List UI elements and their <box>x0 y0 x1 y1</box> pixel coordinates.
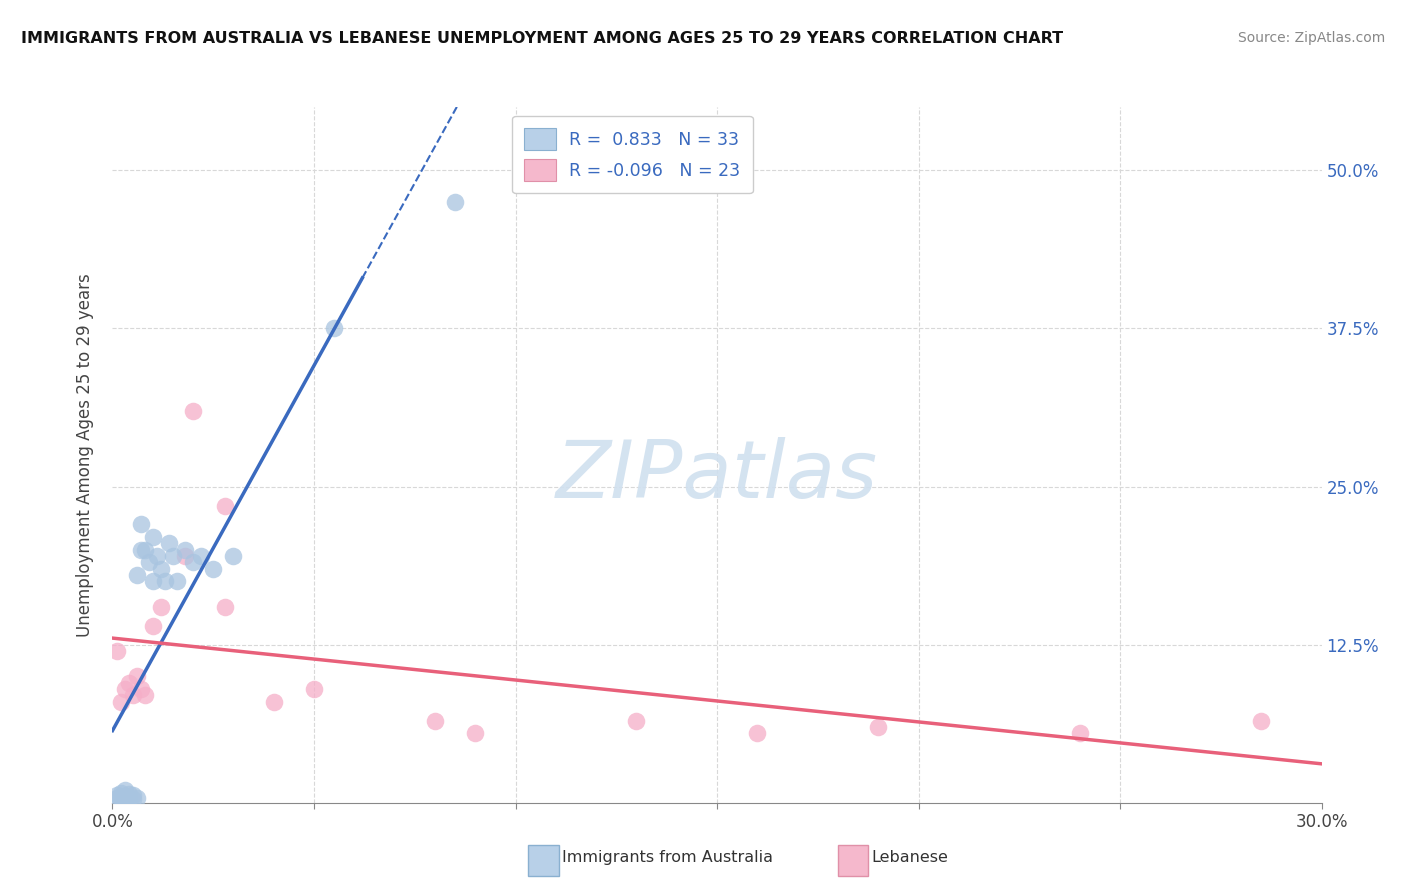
Text: Source: ZipAtlas.com: Source: ZipAtlas.com <box>1237 31 1385 45</box>
Point <box>174 542 197 557</box>
Point <box>121 792 143 806</box>
Point <box>153 574 176 589</box>
Point <box>162 549 184 563</box>
Point <box>263 695 285 709</box>
Point <box>114 681 136 696</box>
Point <box>121 788 143 802</box>
Point <box>868 720 890 734</box>
Legend: R =  0.833   N = 33, R = -0.096   N = 23: R = 0.833 N = 33, R = -0.096 N = 23 <box>512 116 752 194</box>
Point <box>302 681 325 696</box>
Point <box>129 681 152 696</box>
Point <box>110 792 132 806</box>
Point <box>214 599 236 614</box>
Point <box>142 574 165 589</box>
Point <box>117 675 139 690</box>
Point <box>110 789 132 804</box>
Text: Lebanese: Lebanese <box>872 850 949 865</box>
Text: ZIPatlas: ZIPatlas <box>555 437 879 515</box>
Point <box>202 562 225 576</box>
Point <box>125 790 148 805</box>
Point <box>105 788 128 802</box>
Point <box>110 695 132 709</box>
Point <box>134 542 156 557</box>
Point <box>323 321 346 335</box>
Point <box>166 574 188 589</box>
Y-axis label: Unemployment Among Ages 25 to 29 years: Unemployment Among Ages 25 to 29 years <box>76 273 94 637</box>
Point <box>117 787 139 801</box>
Point <box>125 568 148 582</box>
Point <box>222 549 245 563</box>
Point <box>214 499 236 513</box>
Point <box>464 726 486 740</box>
Text: IMMIGRANTS FROM AUSTRALIA VS LEBANESE UNEMPLOYMENT AMONG AGES 25 TO 29 YEARS COR: IMMIGRANTS FROM AUSTRALIA VS LEBANESE UN… <box>21 31 1063 46</box>
Point <box>125 669 148 683</box>
Point <box>149 562 172 576</box>
Point <box>1250 714 1272 728</box>
Point <box>129 542 152 557</box>
Point <box>1069 726 1091 740</box>
Point <box>129 517 152 532</box>
Point <box>134 688 156 702</box>
Point <box>444 194 467 209</box>
Point <box>626 714 648 728</box>
Point <box>423 714 446 728</box>
Point <box>114 792 136 806</box>
Point <box>174 549 197 563</box>
Point <box>110 786 132 800</box>
Point <box>105 790 128 805</box>
Point <box>747 726 769 740</box>
Point <box>181 556 204 570</box>
Text: Immigrants from Australia: Immigrants from Australia <box>562 850 773 865</box>
Point <box>114 789 136 804</box>
Point <box>181 403 204 417</box>
Point <box>142 530 165 544</box>
Point <box>105 644 128 658</box>
Point <box>121 688 143 702</box>
Point <box>190 549 212 563</box>
Point <box>149 599 172 614</box>
Point <box>117 790 139 805</box>
Point <box>138 556 160 570</box>
Point <box>146 549 169 563</box>
Point <box>142 618 165 632</box>
Point <box>157 536 180 550</box>
Point <box>114 783 136 797</box>
